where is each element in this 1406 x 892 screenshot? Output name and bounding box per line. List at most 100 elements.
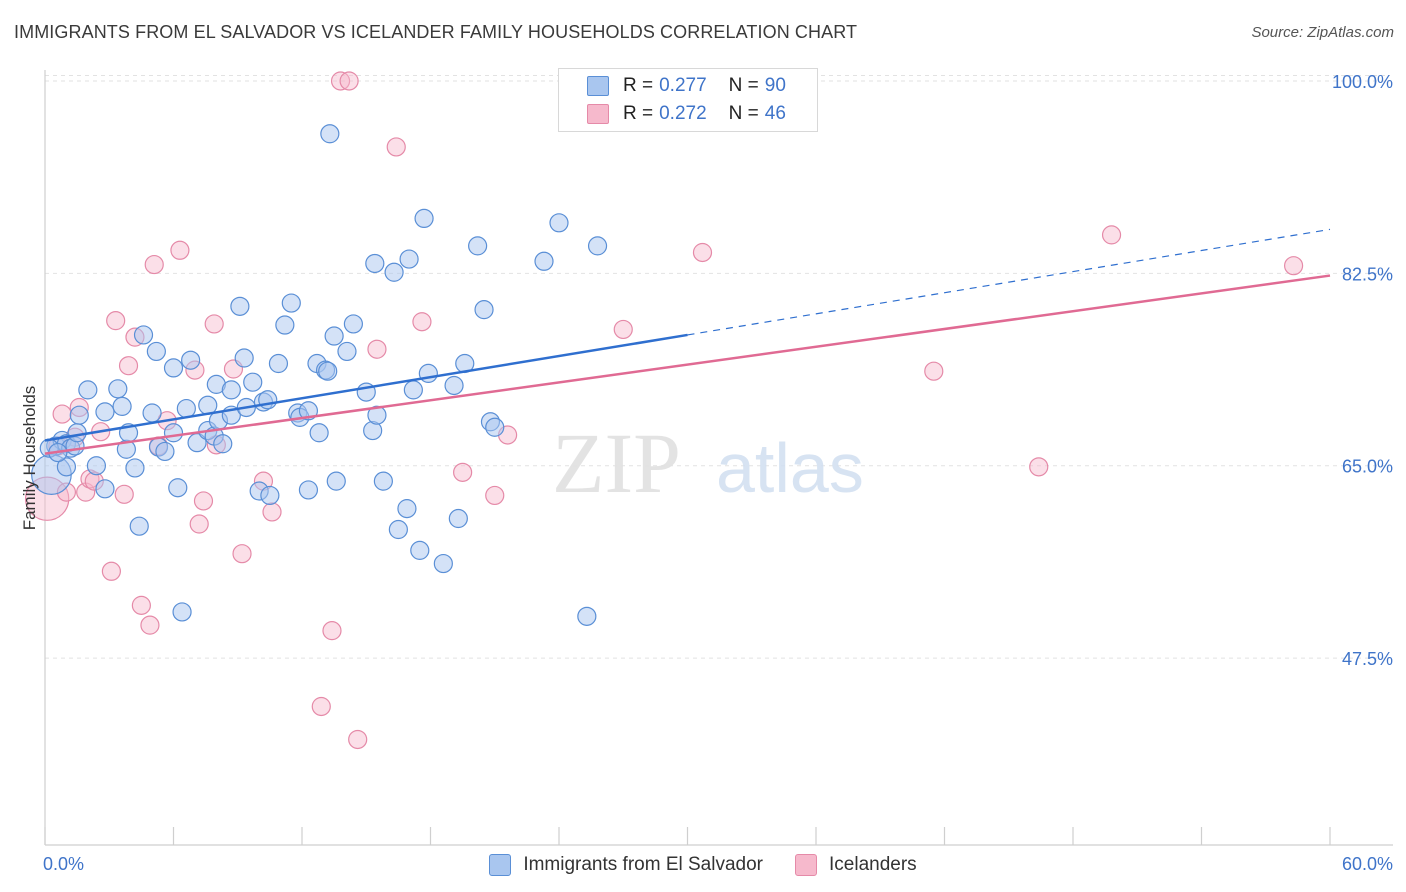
el-salvador-point [112, 396, 132, 416]
icelander-point [311, 696, 331, 717]
icelander-point [101, 561, 121, 581]
icelander-point [189, 514, 209, 534]
el-salvador-point [468, 236, 488, 256]
el-salvador-point [403, 380, 423, 400]
n-value: 46 [764, 103, 786, 124]
el-salvador-point [133, 325, 154, 345]
el-salvador-point [337, 341, 357, 362]
y-tick-label: 100.0% [1332, 72, 1393, 92]
source-label: Source: ZipAtlas.com [1251, 24, 1394, 41]
icelanders-trend-line [44, 274, 1331, 455]
el-salvador-point [163, 358, 184, 378]
el-salvador-point [309, 423, 329, 443]
r-label: R = [623, 103, 654, 124]
icelander-point [232, 544, 252, 564]
r-value: 0.272 [659, 103, 707, 124]
icelander-point [144, 254, 164, 275]
series-legend: Immigrants from El Salvador Icelanders [0, 852, 1406, 878]
el-salvador-point [365, 253, 385, 274]
legend-row-icelanders: R = 0.272 N = 46 [587, 101, 786, 127]
el-salvador-point [176, 398, 196, 419]
el-salvador-point [414, 208, 434, 229]
icelander-point [131, 595, 151, 615]
icelander-point [170, 240, 190, 260]
icelander-point [348, 729, 368, 750]
el-salvador-point [86, 456, 107, 476]
el-salvador-point [95, 479, 115, 499]
legend-row-el-salvador: R = 0.277 N = 90 [587, 73, 786, 99]
el-salvador-point [326, 471, 346, 491]
el-salvador-point [534, 251, 554, 271]
el-salvador-point [298, 480, 319, 500]
el-salvador-point [56, 457, 77, 477]
el-salvador-point [95, 402, 115, 422]
el-salvador-point [444, 375, 464, 396]
el-salvador-point [399, 249, 419, 269]
icelander-point [204, 314, 224, 334]
watermark: ZIP atlas [552, 415, 864, 511]
el-salvador-point [448, 508, 468, 529]
legend-swatch-pink [795, 854, 817, 876]
el-salvador-point [181, 350, 201, 370]
el-salvador-point [69, 405, 89, 425]
chart-title: IMMIGRANTS FROM EL SALVADOR VS ICELANDER… [14, 22, 858, 42]
el-salvador-point [243, 372, 263, 392]
icelander-point [924, 361, 944, 381]
el-salvador-point [155, 441, 175, 462]
el-salvador-point [367, 405, 387, 425]
el-salvador-point [485, 417, 505, 437]
el-salvador-point [587, 236, 608, 256]
el-salvador-point [221, 380, 241, 400]
el-salvador-point [433, 553, 453, 574]
el-salvador-point [549, 213, 569, 233]
y-axis-label: Family Households [20, 386, 39, 531]
el-salvador-point [474, 300, 494, 320]
el-salvador-point [108, 379, 128, 399]
el-salvador-point [343, 314, 363, 334]
y-tick-label: 47.5% [1342, 649, 1393, 669]
legend-label: Immigrants from El Salvador [523, 854, 763, 875]
icelander-point [613, 319, 633, 340]
el-salvador-point [129, 516, 149, 536]
legend-item-icelanders[interactable]: Icelanders [795, 854, 917, 876]
x-tick-label: 0.0% [43, 854, 84, 874]
icelander-point [262, 502, 282, 522]
icelander-point [193, 491, 214, 511]
el-salvador-point [268, 353, 289, 374]
el-salvador-point [275, 315, 295, 335]
el-salvador-point [172, 602, 192, 622]
legend-item-el-salvador[interactable]: Immigrants from El Salvador [489, 854, 763, 876]
el-salvador-point [142, 403, 162, 423]
icelander-point [118, 356, 139, 376]
icelander-point [412, 312, 432, 332]
icelander-point [386, 137, 406, 157]
icelander-point [485, 485, 505, 506]
el-salvador-point [410, 540, 430, 560]
watermark-atlas: atlas [716, 429, 864, 507]
el-salvador-point [230, 296, 250, 316]
icelander-point [1101, 225, 1122, 245]
icelander-point [1029, 457, 1049, 477]
el-salvador-point [67, 423, 87, 443]
legend-swatch-blue [587, 76, 609, 96]
el-salvador-point [320, 124, 340, 144]
icelander-point [692, 242, 713, 263]
legend-label: Icelanders [829, 854, 917, 875]
el-salvador-point [260, 485, 280, 506]
tick-labels: 47.5% 65.0% 82.5% 100.0% 0.0% 60.0% [43, 72, 1393, 874]
stats-legend: R = 0.277 N = 90 R = 0.272 N = 46 [558, 68, 818, 132]
watermark-zip: ZIP [552, 415, 681, 511]
el-salvador-trend-line [44, 333, 688, 442]
el-salvador-point [213, 434, 233, 454]
n-label: N = [728, 75, 759, 96]
icelander-point [339, 71, 359, 91]
icelander-point [1283, 256, 1304, 276]
icelander-point [114, 484, 134, 504]
x-tick-label: 60.0% [1342, 854, 1393, 874]
n-value: 90 [764, 75, 786, 96]
trend-lines [44, 228, 1331, 455]
r-label: R = [623, 75, 654, 96]
el-salvador-point [163, 423, 184, 443]
icelander-point [106, 311, 126, 331]
el-salvador-point [388, 519, 408, 540]
